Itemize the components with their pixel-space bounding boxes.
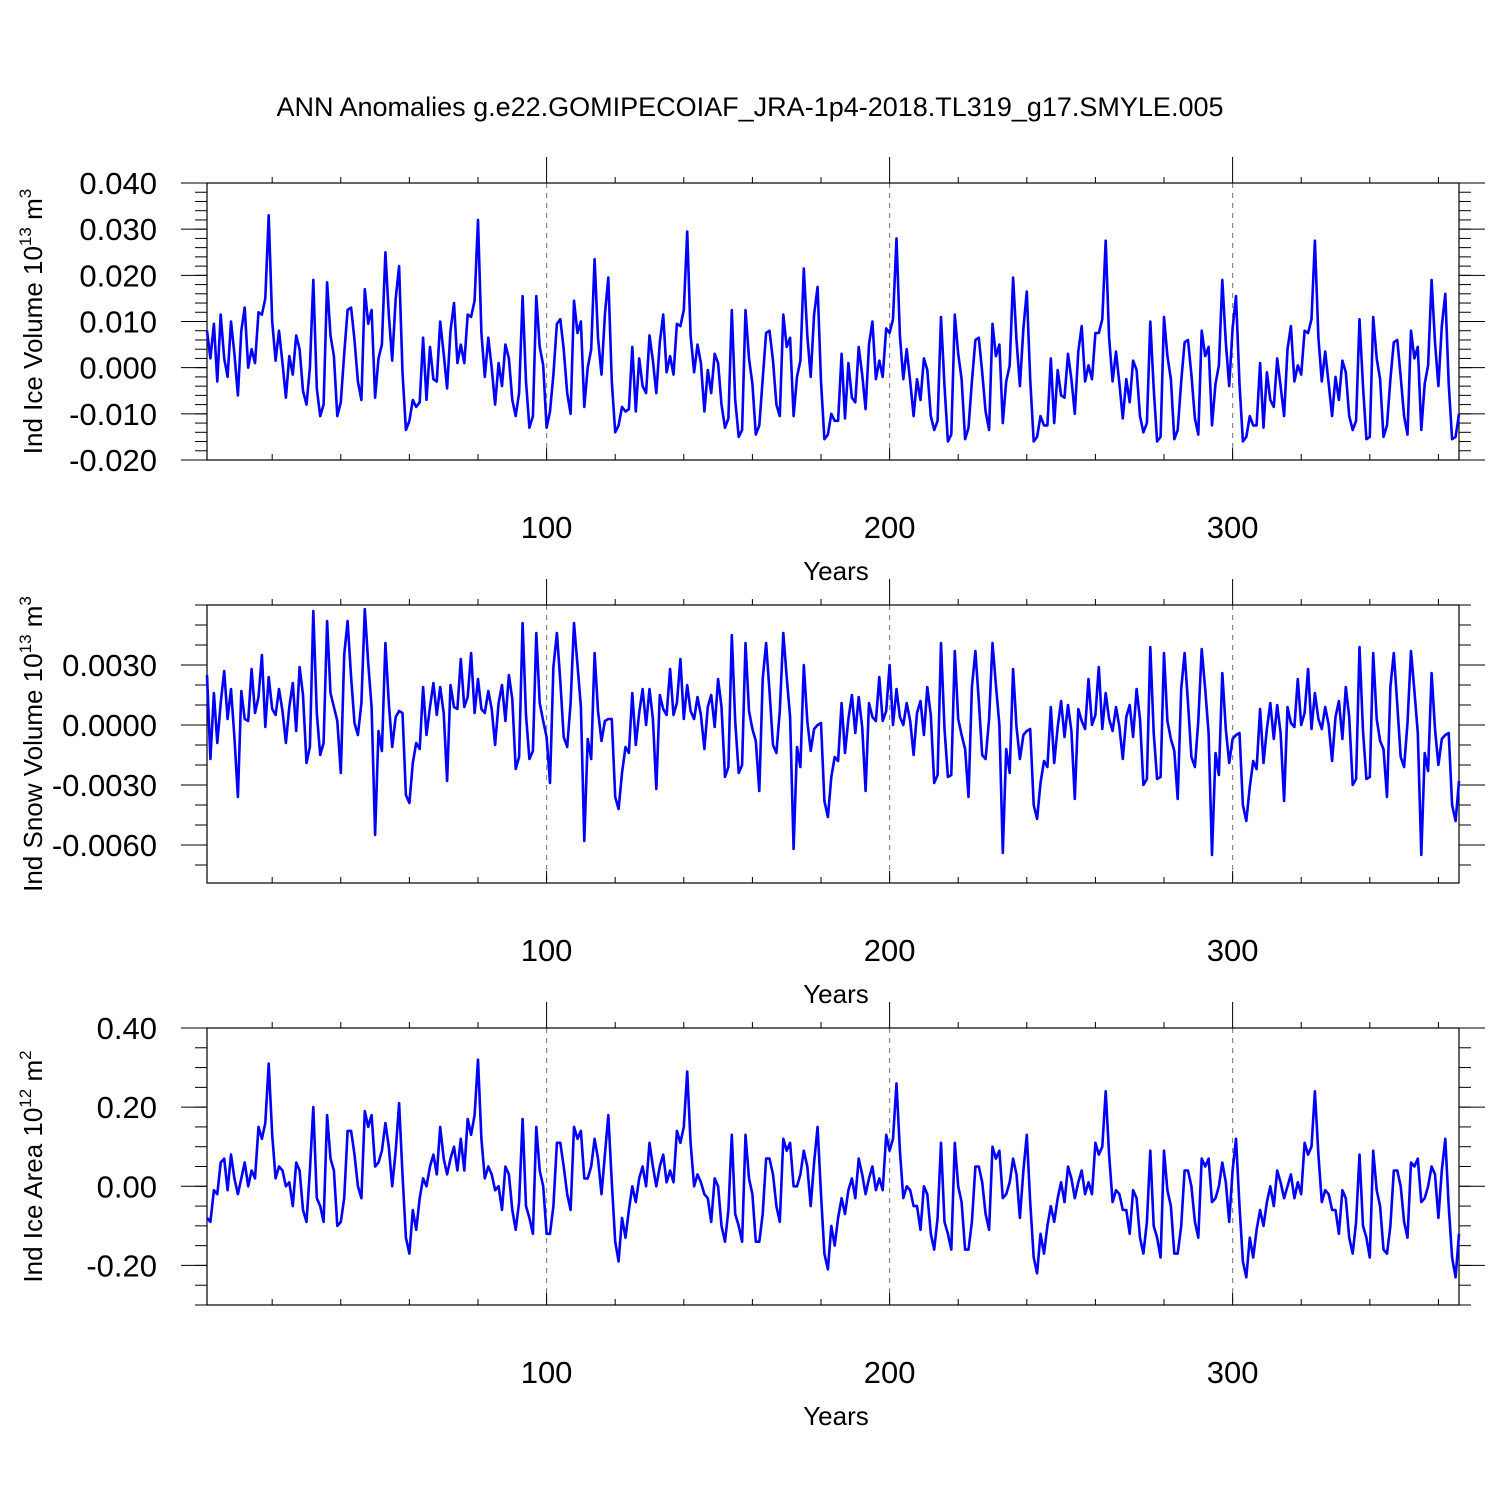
y-tick-label: 0.00: [97, 1169, 157, 1204]
x-axis-label: Years: [803, 556, 869, 586]
x-tick-label: 300: [1207, 510, 1259, 545]
plot-frame: [206, 1027, 1460, 1306]
x-tick-label: 200: [864, 1355, 916, 1390]
x-tick-label: 300: [1207, 933, 1259, 968]
data-series-line: [205, 214, 1461, 443]
y-tick-label: 0.0030: [62, 648, 157, 683]
x-tick-label: 100: [521, 933, 573, 968]
x-tick-label: 200: [864, 933, 916, 968]
plot-frame: [206, 604, 1460, 884]
y-tick-label: -0.0030: [52, 768, 157, 803]
y-axis-label: Ind Ice Volume 1013 m3: [16, 189, 48, 454]
y-tick-label: -0.0060: [52, 828, 157, 863]
y-tick-label: 0.20: [97, 1090, 157, 1125]
y-tick-label: 0.0000: [62, 708, 157, 743]
x-axis-label: Years: [803, 979, 869, 1009]
y-tick-label: -0.020: [69, 443, 157, 478]
y-tick-label: -0.010: [69, 397, 157, 432]
y-tick-label: 0.020: [79, 258, 157, 293]
plot-frame: [206, 182, 1460, 461]
y-tick-label: 0.010: [79, 305, 157, 340]
y-tick-label: 0.030: [79, 212, 157, 247]
y-tick-label: 0.040: [79, 166, 157, 201]
y-axis-label: Ind Snow Volume 1013 m3: [16, 596, 48, 892]
x-tick-label: 100: [521, 1355, 573, 1390]
y-tick-label: -0.20: [86, 1248, 157, 1283]
panel-snow-volume: 100 200 300 -0.0060 -0.0030 0.0000 0.0030 Years…: [16, 579, 1485, 1009]
panel-ice-volume: 100 200 300 -0.020 -0.010 0.000 0.010 0.020 0.03…: [16, 157, 1485, 586]
figure-title: ANN Anomalies g.e22.GOMIPECOIAF_JRA-1p4-…: [276, 92, 1224, 122]
x-axis-label: Years: [803, 1401, 869, 1431]
x-tick-label: 300: [1207, 1355, 1259, 1390]
y-tick-label: 0.000: [79, 351, 157, 386]
y-axis-label: Ind Ice Area 1012 m2: [16, 1050, 48, 1282]
x-tick-label: 100: [521, 510, 573, 545]
panel-ice-area: 100 200 300 -0.20 0.00 0.20 0.40 Years Ind Ice A…: [16, 1002, 1485, 1431]
x-tick-label: 200: [864, 510, 916, 545]
data-series-line: [205, 607, 1461, 857]
data-series-line: [206, 1058, 1461, 1279]
y-tick-label: 0.40: [97, 1011, 157, 1046]
